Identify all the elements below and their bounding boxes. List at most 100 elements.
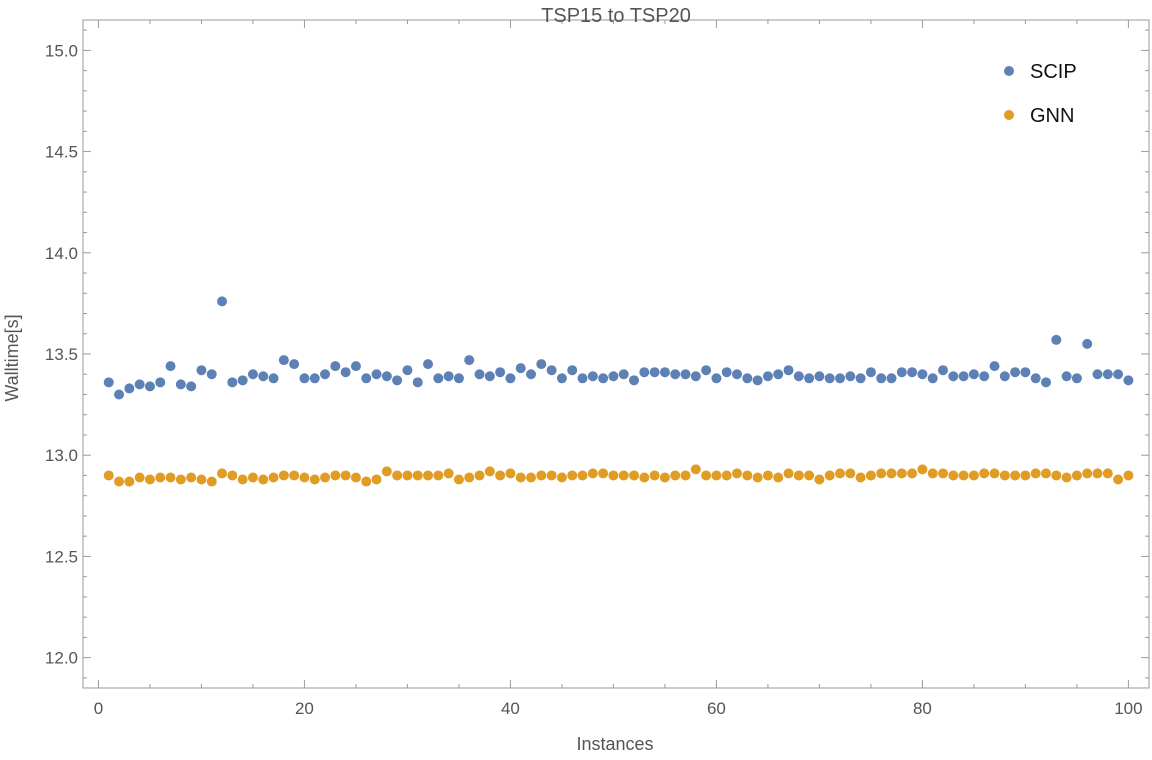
scip-point	[762, 371, 773, 382]
scip-point	[289, 359, 300, 370]
gnn-point	[227, 470, 238, 481]
scip-point	[350, 361, 361, 372]
gnn-legend-marker	[1004, 110, 1014, 120]
scip-point	[402, 365, 413, 376]
scip-point	[999, 371, 1010, 382]
scip-point	[814, 371, 825, 382]
scip-point	[423, 359, 434, 370]
gnn-point	[402, 470, 413, 481]
scip-point	[299, 373, 310, 384]
gnn-point	[1123, 470, 1134, 481]
gnn-point	[587, 468, 598, 479]
scip-point	[629, 375, 640, 386]
gnn-point	[577, 470, 588, 481]
gnn-point	[371, 474, 382, 485]
scip-point	[124, 383, 135, 394]
scip-point	[371, 369, 382, 380]
scip-point	[1071, 373, 1082, 384]
scip-point	[567, 365, 578, 376]
scip-point	[175, 379, 186, 390]
gnn-point	[556, 472, 567, 483]
gnn-point	[186, 472, 197, 483]
legend: SCIP GNN	[1004, 61, 1077, 127]
scip-point	[917, 369, 928, 380]
scip-point	[433, 373, 444, 384]
scip-point	[340, 367, 351, 378]
scip-point	[1082, 338, 1093, 349]
scip-point	[217, 296, 228, 307]
gnn-point	[907, 468, 918, 479]
gnn-point	[423, 470, 434, 481]
gnn-point	[412, 470, 423, 481]
gnn-point	[938, 468, 949, 479]
scip-point	[320, 369, 331, 380]
scip-point	[1051, 334, 1062, 345]
scip-point	[381, 371, 392, 382]
gnn-point	[1071, 470, 1082, 481]
gnn-point	[217, 468, 228, 479]
scip-point	[690, 371, 701, 382]
gnn-point	[361, 476, 372, 487]
scip-point	[927, 373, 938, 384]
scip-point	[752, 375, 763, 386]
scip-point	[865, 367, 876, 378]
y-tick-label: 13.5	[45, 345, 78, 364]
scip-point	[134, 379, 145, 390]
gnn-point	[289, 470, 300, 481]
scip-point	[237, 375, 248, 386]
scip-point	[196, 365, 207, 376]
scip-point	[587, 371, 598, 382]
gnn-point	[1061, 472, 1072, 483]
scip-point	[855, 373, 866, 384]
gnn-point	[608, 470, 619, 481]
scip-point	[598, 373, 609, 384]
scip-point	[515, 363, 526, 374]
gnn-point	[927, 468, 938, 479]
scip-point	[412, 377, 423, 388]
gnn-point	[175, 474, 186, 485]
scip-point	[186, 381, 197, 392]
gnn-point	[474, 470, 485, 481]
scip-legend-marker	[1004, 66, 1014, 76]
scip-point	[330, 361, 341, 372]
gnn-point	[247, 472, 258, 483]
gnn-point	[979, 468, 990, 479]
gnn-point	[433, 470, 444, 481]
gnn-point	[392, 470, 403, 481]
scip-point	[392, 375, 403, 386]
scip-point	[155, 377, 166, 388]
gnn-point	[659, 472, 670, 483]
scip-point	[907, 367, 918, 378]
scip-point	[824, 373, 835, 384]
scip-point	[453, 373, 464, 384]
gnn-point	[958, 470, 969, 481]
gnn-point	[536, 470, 547, 481]
x-tick-label: 60	[707, 699, 726, 718]
scip-point	[278, 355, 289, 366]
gnn-point	[721, 470, 732, 481]
gnn-point	[103, 470, 114, 481]
scip-point	[639, 367, 650, 378]
scip-point	[608, 371, 619, 382]
scip-point	[649, 367, 660, 378]
gnn-point	[773, 472, 784, 483]
gnn-point	[701, 470, 712, 481]
y-tick-label: 12.5	[45, 547, 78, 566]
scip-point	[526, 369, 537, 380]
x-tick-label: 80	[913, 699, 932, 718]
gnn-point	[1082, 468, 1093, 479]
gnn-point	[196, 474, 207, 485]
scip-point	[793, 371, 804, 382]
scip-legend-label: SCIP	[1030, 61, 1077, 83]
scip-point	[1030, 373, 1041, 384]
gnn-point	[670, 470, 681, 481]
plot-border	[82, 19, 1150, 689]
scip-point	[309, 373, 320, 384]
scip-point	[247, 369, 258, 380]
gnn-point	[484, 466, 495, 477]
gnn-point	[206, 476, 217, 487]
scip-point	[144, 381, 155, 392]
gnn-point	[155, 472, 166, 483]
gnn-point	[1113, 474, 1124, 485]
